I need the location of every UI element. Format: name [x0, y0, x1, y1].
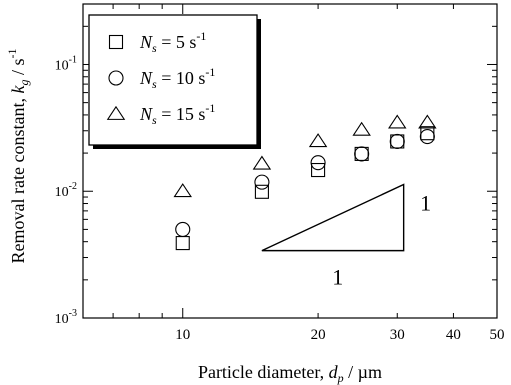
- data-point-square: [420, 126, 435, 141]
- y-tick-base: 10: [55, 312, 69, 327]
- data-point-triangle: [418, 114, 437, 129]
- x-tick-label: 50: [490, 327, 505, 343]
- y-tick-exponent: -1: [69, 54, 77, 65]
- y-label-var: k: [8, 85, 28, 94]
- data-point-triangle: [388, 114, 407, 129]
- x-tick-label: 30: [390, 327, 405, 343]
- y-axis-label: Removal rate constant, kg / s-1: [5, 49, 31, 264]
- data-point-square: [390, 134, 405, 149]
- data-point-square: [354, 146, 369, 161]
- data-point-triangle: [173, 183, 192, 198]
- y-tick-base: 10: [55, 185, 69, 200]
- data-point-triangle: [352, 121, 371, 136]
- data-points: [173, 114, 437, 251]
- legend-entry: Ns = 15 s-1: [139, 101, 215, 127]
- data-point-square: [254, 184, 269, 199]
- y-label-sup: -1: [5, 49, 19, 59]
- x-label-var: d: [329, 362, 339, 382]
- legend: Ns = 5 s-1Ns = 10 s-1Ns = 15 s-1: [88, 14, 261, 149]
- legend-sup: -1: [196, 29, 206, 43]
- x-axis-label: Particle diameter, dp / µm: [198, 362, 382, 385]
- x-tick-label: 20: [311, 327, 326, 343]
- legend-var: N: [139, 32, 153, 52]
- data-point-triangle: [252, 155, 272, 170]
- y-label-sub: g: [17, 80, 31, 86]
- data-point-circle: [310, 155, 326, 171]
- plot-area-border: [82, 3, 498, 319]
- legend-sup: -1: [205, 101, 215, 115]
- data-point-square: [311, 162, 326, 178]
- y-label-unit: / s: [8, 59, 28, 80]
- data-point-circle: [108, 70, 124, 86]
- x-label-unit: / µm: [344, 362, 382, 382]
- data-point-triangle: [106, 105, 126, 120]
- y-tick-label: 10-1: [55, 54, 77, 73]
- legend-var: N: [139, 68, 153, 88]
- y-tick-base: 10: [55, 58, 69, 73]
- data-point-circle: [254, 174, 270, 190]
- legend-entry: Ns = 10 s-1: [139, 65, 215, 91]
- y-tick-label: 10-3: [55, 308, 77, 327]
- slope-triangle-shape: [261, 183, 405, 252]
- data-point-square: [175, 236, 190, 251]
- axis-labels: Particle diameter, dp / µm Removal rate c…: [5, 49, 382, 385]
- legend-sub: s: [152, 113, 157, 127]
- y-tick-exponent: -2: [69, 181, 77, 192]
- slope-horizontal-label: 1: [332, 265, 343, 290]
- x-label-sub: p: [337, 371, 344, 385]
- legend-eq: = 10 s: [157, 68, 206, 88]
- data-point-square: [108, 34, 124, 50]
- legend-sup: -1: [205, 65, 215, 79]
- legend-var: N: [139, 104, 153, 124]
- legend-eq: = 15 s: [157, 104, 206, 124]
- slope-vertical-label: 1: [420, 191, 431, 216]
- legend-entry: Ns = 5 s-1: [139, 29, 206, 55]
- x-label-main: Particle diameter,: [198, 362, 329, 382]
- legend-eq: = 5 s: [157, 32, 197, 52]
- data-point-circle: [175, 221, 191, 237]
- x-tick-label: 10: [175, 327, 190, 343]
- y-tick-exponent: -3: [69, 308, 77, 319]
- legend-sub: s: [152, 77, 157, 91]
- data-point-circle: [419, 129, 435, 145]
- plot-frame: [82, 3, 498, 319]
- data-point-triangle: [308, 133, 328, 148]
- y-tick-label: 10-2: [55, 181, 77, 200]
- data-point-circle: [389, 133, 405, 150]
- data-point-circle: [354, 146, 370, 162]
- y-label-main: Removal rate constant,: [8, 94, 28, 264]
- x-tick-label: 40: [446, 327, 461, 343]
- legend-sub: s: [152, 41, 157, 55]
- slope-triangle: 11: [261, 183, 431, 290]
- legend-box: [88, 14, 258, 146]
